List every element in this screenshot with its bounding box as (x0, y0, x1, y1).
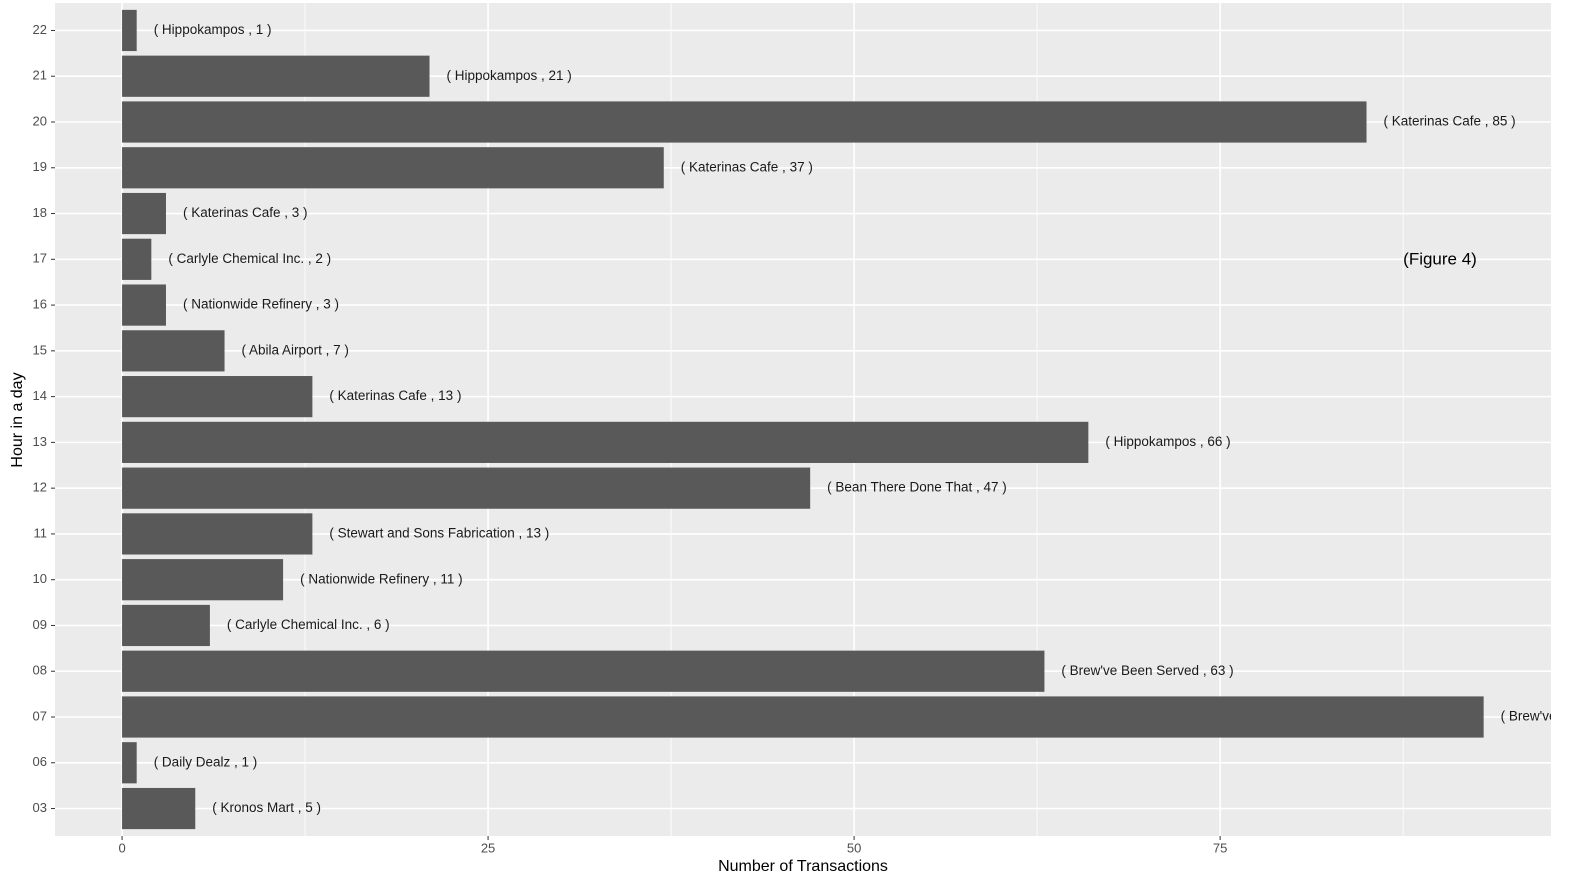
bar (122, 55, 430, 97)
data-label: ( Carlyle Chemical Inc. , 2 ) (168, 251, 331, 266)
data-label: ( Nationwide Refinery , 3 ) (183, 297, 339, 312)
bar (122, 696, 1484, 738)
data-label: ( Katerinas Cafe , 3 ) (183, 205, 308, 220)
data-label: ( Brew've Been Served , 63 ) (1061, 663, 1233, 678)
bar (122, 101, 1367, 143)
bar (122, 513, 313, 555)
bar (122, 192, 166, 235)
data-label: ( Brew've Been Served , 93 ) (1501, 709, 1587, 724)
data-label: ( Katerinas Cafe , 37 ) (681, 159, 813, 174)
data-label: ( Abila Airport , 7 ) (242, 342, 349, 357)
y-tick-label: 11 (34, 525, 48, 540)
y-tick-label: 18 (33, 205, 47, 220)
y-tick-label: 19 (33, 159, 47, 174)
x-tick-label: 0 (118, 840, 125, 855)
data-label: ( Nationwide Refinery , 11 ) (300, 571, 463, 586)
data-label: ( Bean There Done That , 47 ) (827, 480, 1007, 495)
y-tick-label: 08 (33, 663, 47, 678)
y-tick-label: 17 (33, 251, 47, 266)
y-tick-label: 12 (33, 480, 47, 495)
bar (122, 421, 1089, 463)
bar (122, 147, 664, 189)
y-tick-label: 20 (33, 113, 47, 128)
y-tick-label: 14 (33, 388, 47, 403)
x-axis-title: Number of Transactions (718, 858, 888, 875)
data-label: ( Carlyle Chemical Inc. , 6 ) (227, 617, 390, 632)
x-tick-label: 75 (1213, 840, 1227, 855)
data-label: ( Hippokampos , 21 ) (447, 68, 572, 83)
data-label: ( Daily Dealz , 1 ) (154, 754, 258, 769)
data-label: ( Stewart and Sons Fabrication , 13 ) (329, 525, 549, 540)
y-tick-label: 13 (33, 434, 47, 449)
y-tick-label: 06 (33, 754, 47, 769)
bar (122, 330, 225, 372)
data-label: ( Hippokampos , 66 ) (1105, 434, 1230, 449)
x-tick-label: 50 (847, 840, 861, 855)
data-label: ( Kronos Mart , 5 ) (212, 800, 321, 815)
y-tick-label: 10 (33, 571, 47, 586)
y-tick-label: 07 (33, 708, 47, 723)
bar (122, 238, 152, 280)
bar (122, 604, 210, 647)
bar (122, 742, 137, 784)
data-label: ( Katerinas Cafe , 13 ) (329, 388, 461, 403)
y-tick-label: 03 (33, 800, 47, 815)
bar (122, 284, 166, 326)
x-tick-label: 25 (481, 840, 495, 855)
y-axis-title: Hour in a day (9, 372, 26, 467)
bar (122, 787, 196, 830)
bar (122, 376, 313, 418)
y-tick-label: 22 (33, 22, 47, 37)
y-tick-label: 21 (33, 68, 47, 83)
bar (122, 650, 1045, 692)
y-tick-label: 15 (33, 342, 47, 357)
annotation: (Figure 4) (1403, 249, 1477, 268)
y-tick-label: 09 (33, 617, 47, 632)
plot-area: ( Kronos Mart , 5 ) ( Daily Dealz , 1 ) ( … (122, 9, 1587, 830)
bar (122, 559, 284, 601)
data-label: ( Hippokampos , 1 ) (154, 22, 272, 37)
bar (122, 467, 811, 509)
data-label: ( Katerinas Cafe , 85 ) (1384, 114, 1516, 129)
bar (122, 9, 137, 52)
y-tick-label: 16 (33, 297, 47, 312)
